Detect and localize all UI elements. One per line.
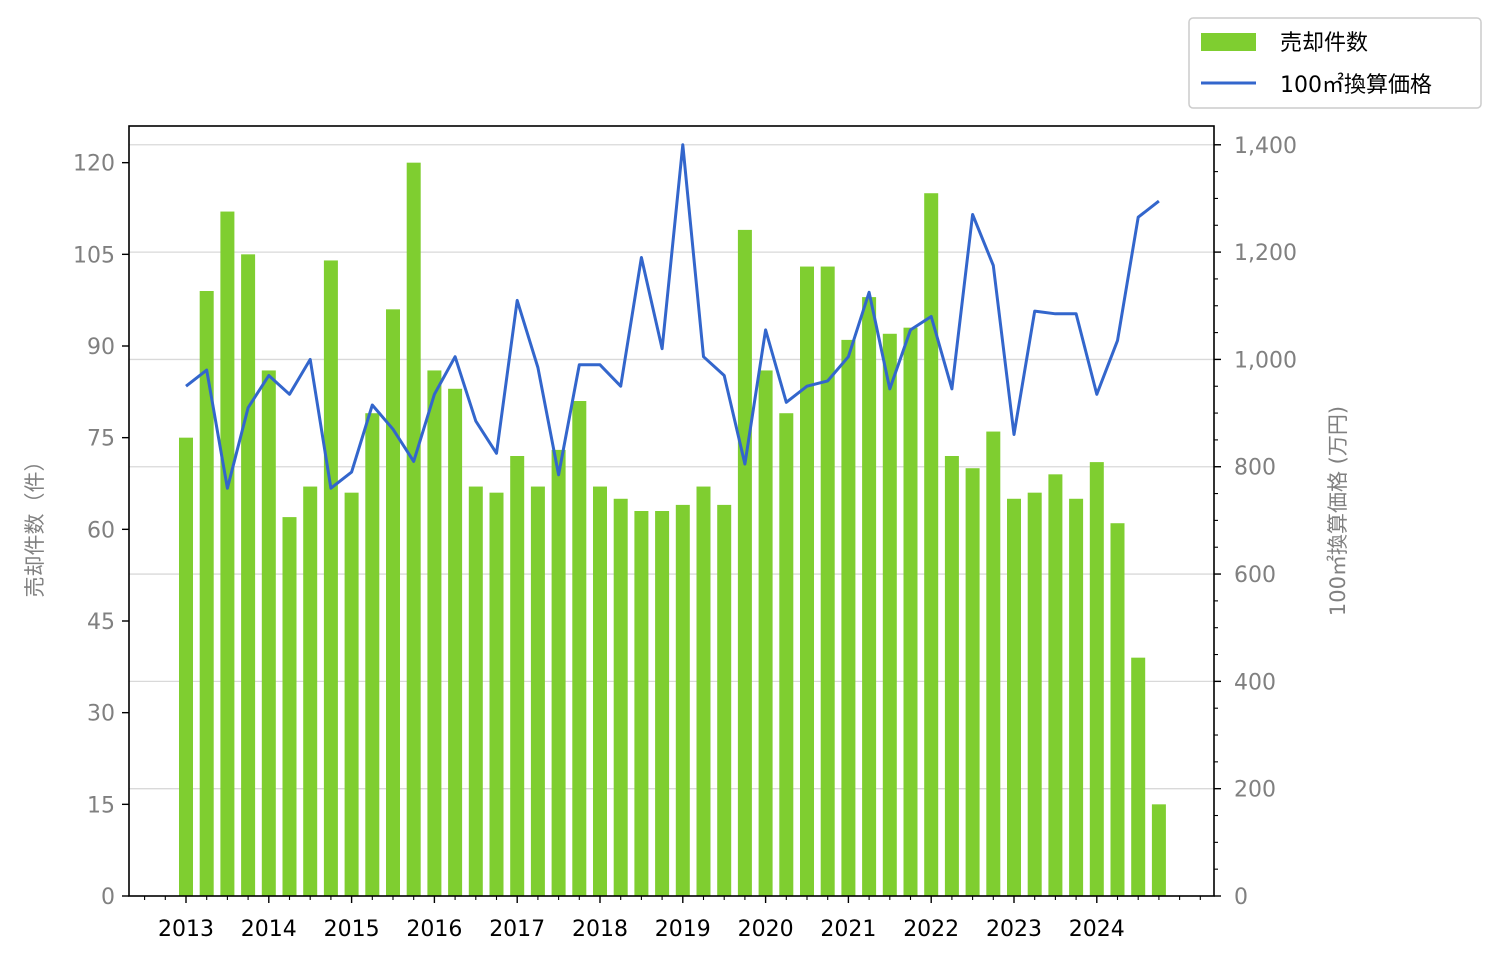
bar — [613, 498, 628, 896]
bar — [696, 486, 711, 896]
bar — [965, 468, 980, 896]
bar — [572, 401, 587, 896]
bar — [1089, 462, 1104, 896]
bar — [779, 413, 794, 896]
bar — [903, 327, 918, 897]
legend-swatch-bars — [1201, 33, 1256, 51]
x-axis-ticks: 2013 2014 2015 2016 2017 2018 2019 2020 2021 2022… — [144, 896, 1201, 942]
bar — [282, 517, 297, 896]
bar — [1027, 492, 1042, 896]
x-tick-label: 2021 — [820, 917, 876, 942]
left-tick-label: 15 — [87, 793, 115, 818]
bar — [220, 211, 235, 897]
bar — [323, 260, 338, 896]
bar — [924, 193, 939, 896]
left-tick-label: 60 — [87, 518, 115, 543]
left-tick-label: 0 — [101, 885, 115, 910]
legend: 売却件数 100㎡換算価格 — [1188, 17, 1482, 109]
bar — [179, 437, 193, 896]
bar — [717, 504, 732, 896]
bar — [1131, 657, 1146, 896]
right-tick-label: 800 — [1234, 456, 1276, 481]
bar — [820, 266, 835, 896]
x-tick-label: 2023 — [986, 917, 1042, 942]
left-tick-label: 45 — [87, 610, 115, 635]
x-tick-label: 2018 — [572, 917, 628, 942]
bar — [758, 370, 773, 896]
bar — [1151, 804, 1166, 896]
right-tick-label: 1,400 — [1234, 134, 1297, 159]
bar — [655, 511, 670, 896]
right-axis-ticks: 0 200 400 600 800 1,000 1,200 1,400 — [1214, 134, 1297, 910]
bar — [1069, 498, 1084, 896]
left-tick-label: 75 — [87, 427, 115, 452]
x-tick-label: 2013 — [158, 917, 214, 942]
left-tick-label: 30 — [87, 702, 115, 727]
bar-series — [179, 162, 1166, 897]
bar — [1007, 498, 1021, 896]
plot-frame — [128, 125, 1215, 897]
right-tick-label: 400 — [1234, 670, 1276, 695]
bar — [365, 413, 380, 896]
price-line — [185, 143, 1160, 490]
bar — [675, 504, 690, 896]
right-tick-label: 1,200 — [1234, 241, 1297, 266]
x-tick-label: 2015 — [324, 917, 380, 942]
right-axis-label: 100㎡換算価格 (万円) — [1326, 406, 1350, 616]
bar — [386, 309, 400, 896]
right-tick-label: 200 — [1234, 778, 1276, 803]
bar — [944, 456, 959, 896]
left-tick-label: 120 — [73, 152, 115, 177]
bar — [986, 431, 1001, 896]
bar — [841, 339, 856, 896]
bar — [593, 486, 607, 896]
right-tick-label: 0 — [1234, 885, 1248, 910]
bar — [1048, 474, 1063, 896]
x-tick-label: 2017 — [489, 917, 545, 942]
bar — [406, 162, 421, 896]
bar — [344, 492, 359, 896]
bar — [737, 229, 752, 896]
bar — [448, 388, 463, 896]
left-axis-label: 売却件数（件） — [23, 451, 47, 598]
bar — [303, 486, 318, 896]
x-tick-label: 2014 — [241, 917, 297, 942]
bar — [800, 266, 814, 896]
bar — [241, 254, 256, 897]
bar — [510, 456, 525, 896]
x-tick-label: 2024 — [1069, 917, 1125, 942]
bar — [551, 449, 566, 896]
bar — [468, 486, 483, 896]
bar — [862, 297, 877, 897]
x-tick-label: 2016 — [406, 917, 462, 942]
bar — [199, 291, 214, 896]
x-tick-label: 2022 — [903, 917, 959, 942]
legend-label-bars: 売却件数 — [1280, 31, 1368, 56]
legend-box — [1188, 17, 1482, 109]
bar — [882, 333, 897, 896]
left-axis-ticks: 0 15 30 45 60 75 90 105 120 — [73, 152, 129, 910]
bar — [489, 492, 504, 896]
legend-label-line: 100㎡換算価格 — [1280, 72, 1432, 98]
right-tick-label: 600 — [1234, 563, 1276, 588]
x-tick-label: 2020 — [738, 917, 794, 942]
x-tick-label: 2019 — [655, 917, 711, 942]
left-tick-label: 105 — [73, 243, 115, 268]
bar — [1110, 523, 1125, 896]
right-tick-label: 1,000 — [1234, 348, 1297, 373]
bar — [427, 370, 442, 896]
bar — [530, 486, 545, 896]
bar — [261, 370, 276, 896]
left-tick-label: 90 — [87, 335, 115, 360]
bar — [634, 511, 649, 896]
